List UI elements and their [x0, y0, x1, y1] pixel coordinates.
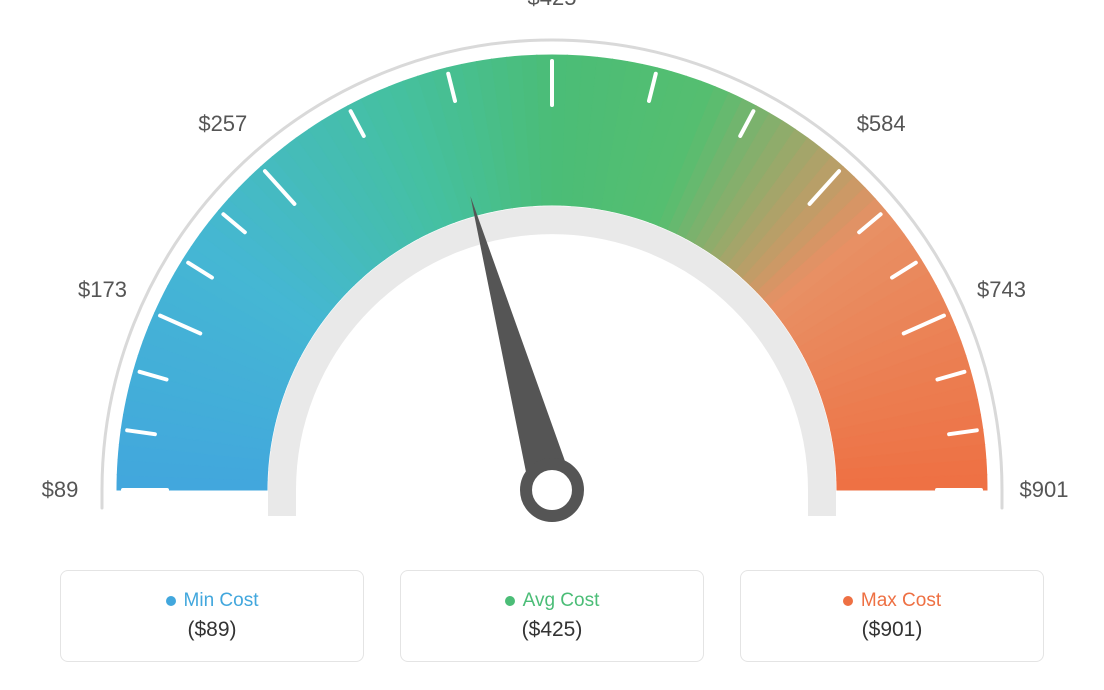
gauge-tick-label: $425: [528, 0, 577, 11]
legend-label-max: Max Cost: [861, 590, 941, 612]
gauge-svg: [0, 0, 1104, 560]
gauge-tick-label: $901: [1020, 477, 1069, 503]
legend-card-avg: Avg Cost ($425): [400, 570, 704, 662]
gauge-tick-label: $257: [198, 111, 247, 137]
gauge-needle: [470, 196, 573, 496]
gauge-container: $89 $173 $257 $425 $584 $743 $901: [0, 0, 1104, 560]
legend-value-min: ($89): [187, 618, 236, 642]
legend-card-min: Min Cost ($89): [60, 570, 364, 662]
legend-dot-max: [843, 596, 853, 606]
gauge-tick-label: $584: [857, 111, 906, 137]
legend-dot-min: [166, 596, 176, 606]
gauge-hub: [526, 464, 578, 516]
legend-card-max: Max Cost ($901): [740, 570, 1044, 662]
gauge-tick-label: $89: [42, 477, 79, 503]
legend-dot-avg: [505, 596, 515, 606]
gauge-tick-label: $173: [78, 277, 127, 303]
legend-value-max: ($901): [862, 618, 923, 642]
legend-label-min: Min Cost: [184, 590, 259, 612]
legend-value-avg: ($425): [522, 618, 583, 642]
legend-row: Min Cost ($89) Avg Cost ($425) Max Cost …: [60, 570, 1044, 662]
gauge-tick-label: $743: [977, 277, 1026, 303]
legend-label-avg: Avg Cost: [523, 590, 600, 612]
